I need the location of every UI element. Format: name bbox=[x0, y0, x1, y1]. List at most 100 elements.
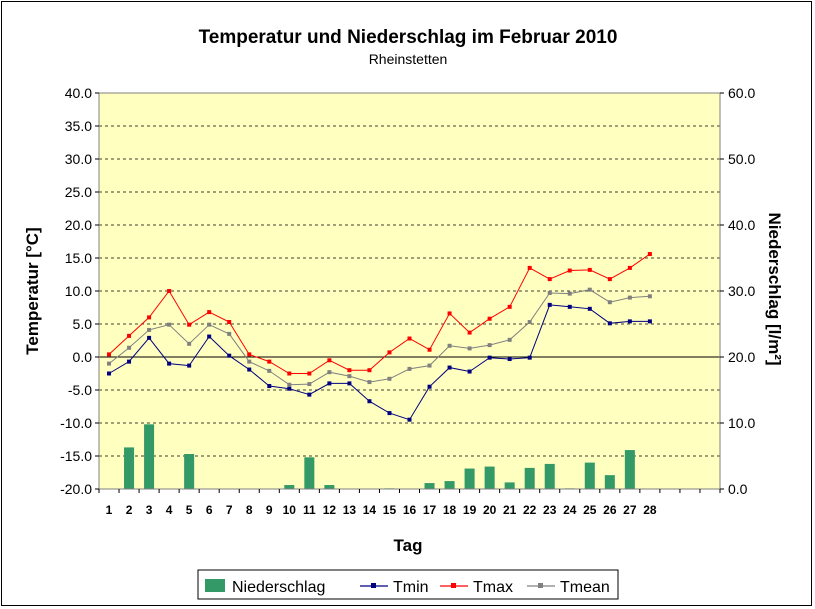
point-tmin bbox=[427, 384, 432, 389]
point-tmean bbox=[107, 361, 112, 366]
y-left-tick-label: 20.0 bbox=[65, 217, 92, 233]
point-tmean bbox=[447, 343, 452, 348]
point-tmean bbox=[647, 294, 652, 299]
point-tmin bbox=[587, 306, 592, 311]
point-tmin bbox=[267, 384, 272, 389]
point-tmin bbox=[347, 381, 352, 386]
x-tick-label: 24 bbox=[563, 503, 577, 517]
legend-label-tmin: Tmin bbox=[393, 579, 429, 596]
x-tick-label: 22 bbox=[523, 503, 537, 517]
x-tick-label: 12 bbox=[323, 503, 337, 517]
point-tmean bbox=[627, 295, 632, 300]
x-tick-label: 4 bbox=[166, 503, 173, 517]
y-axis-right-label: Niederschlag [l/m²] bbox=[765, 212, 784, 365]
x-tick-label: 9 bbox=[266, 503, 273, 517]
point-tmax bbox=[347, 368, 352, 373]
point-tmax bbox=[627, 265, 632, 270]
point-tmin bbox=[387, 411, 392, 416]
x-tick-label: 1 bbox=[106, 503, 113, 517]
x-tick-label: 7 bbox=[226, 503, 233, 517]
point-tmean bbox=[187, 341, 192, 346]
temperature-lines bbox=[107, 252, 652, 422]
y-axis-right-ticks: 60.0 50.0 40.0 30.0 20.0 10.0 0.0 bbox=[720, 85, 755, 497]
point-tmax bbox=[367, 368, 372, 373]
point-tmin bbox=[407, 417, 412, 422]
y-right-tick-label: 30.0 bbox=[728, 283, 755, 299]
x-tick-label: 15 bbox=[383, 503, 397, 517]
plot-area bbox=[99, 93, 720, 489]
legend-box bbox=[197, 569, 619, 600]
legend-marker-tmin bbox=[371, 583, 376, 588]
point-tmin bbox=[487, 355, 492, 360]
bar-niederschlag bbox=[464, 468, 475, 489]
bar-niederschlag bbox=[524, 467, 535, 489]
legend: Niederschlag Tmin Tmax Tmean bbox=[197, 569, 619, 600]
bar-niederschlag bbox=[424, 483, 435, 489]
point-tmean bbox=[467, 346, 472, 351]
bar-niederschlag bbox=[444, 481, 455, 489]
point-tmin bbox=[507, 356, 512, 361]
point-tmax bbox=[407, 336, 412, 341]
y-axis-left-ticks: 40.0 35.0 30.0 25.0 20.0 15.0 10.0 5.0 0.0 -5.0 -1… bbox=[60, 85, 99, 497]
y-right-tick-label: 0.0 bbox=[728, 481, 748, 497]
point-tmean bbox=[547, 290, 552, 295]
point-tmean bbox=[407, 366, 412, 371]
point-tmin bbox=[567, 304, 572, 309]
point-tmean bbox=[307, 382, 312, 387]
y-axis-left-label: Temperatur [°C] bbox=[23, 227, 42, 354]
x-tick-label: 28 bbox=[643, 503, 657, 517]
point-tmean bbox=[147, 327, 152, 332]
point-tmax bbox=[647, 252, 652, 257]
x-tick-label: 3 bbox=[146, 503, 153, 517]
bar-niederschlag bbox=[304, 457, 315, 489]
point-tmin bbox=[167, 361, 172, 366]
bar-niederschlag bbox=[604, 475, 615, 489]
legend-label-tmax: Tmax bbox=[473, 579, 513, 596]
point-tmean bbox=[127, 345, 132, 350]
x-tick-label: 11 bbox=[303, 503, 316, 517]
y-left-tick-label: 40.0 bbox=[65, 85, 92, 101]
point-tmin bbox=[207, 334, 212, 339]
x-tick-label: 20 bbox=[483, 503, 497, 517]
x-tick-label: 18 bbox=[443, 503, 457, 517]
legend-marker-tmean bbox=[538, 583, 543, 588]
legend-label-niederschlag: Niederschlag bbox=[232, 579, 325, 596]
point-tmax bbox=[527, 265, 532, 270]
bar-niederschlag bbox=[284, 485, 295, 489]
point-tmin bbox=[547, 302, 552, 307]
bar-niederschlag bbox=[144, 424, 155, 489]
point-tmin bbox=[627, 319, 632, 324]
x-tick-label: 23 bbox=[543, 503, 557, 517]
line-tmax bbox=[108, 253, 651, 374]
point-tmax bbox=[227, 320, 232, 325]
bar-niederschlag bbox=[184, 454, 195, 489]
point-tmean bbox=[527, 320, 532, 325]
point-tmax bbox=[327, 358, 332, 363]
y-left-tick-label: -5.0 bbox=[68, 382, 92, 398]
point-tmean bbox=[587, 287, 592, 292]
x-tick-label: 13 bbox=[343, 503, 357, 517]
point-tmean bbox=[367, 380, 372, 385]
y-left-tick-label: -20.0 bbox=[60, 481, 92, 497]
x-tick-label: 10 bbox=[283, 503, 297, 517]
point-tmax bbox=[587, 267, 592, 272]
point-tmean bbox=[567, 291, 572, 296]
point-tmax bbox=[467, 330, 472, 335]
bar-niederschlag bbox=[624, 450, 635, 489]
y-right-tick-label: 20.0 bbox=[728, 349, 755, 365]
point-tmean bbox=[387, 376, 392, 381]
y-right-tick-label: 10.0 bbox=[728, 415, 755, 431]
x-tick-label: 21 bbox=[503, 503, 517, 517]
point-tmean bbox=[347, 374, 352, 379]
y-left-tick-label: 35.0 bbox=[65, 118, 92, 134]
point-tmean bbox=[607, 300, 612, 305]
y-left-tick-label: -10.0 bbox=[60, 415, 92, 431]
line-tmin bbox=[108, 304, 650, 421]
x-tick-label: 17 bbox=[423, 503, 437, 517]
point-tmin bbox=[467, 369, 472, 374]
line-tmean bbox=[108, 289, 650, 386]
chart-title: Temperatur und Niederschlag im Februar 2… bbox=[199, 27, 618, 48]
point-tmin bbox=[287, 386, 292, 391]
bar-niederschlag bbox=[484, 466, 495, 489]
